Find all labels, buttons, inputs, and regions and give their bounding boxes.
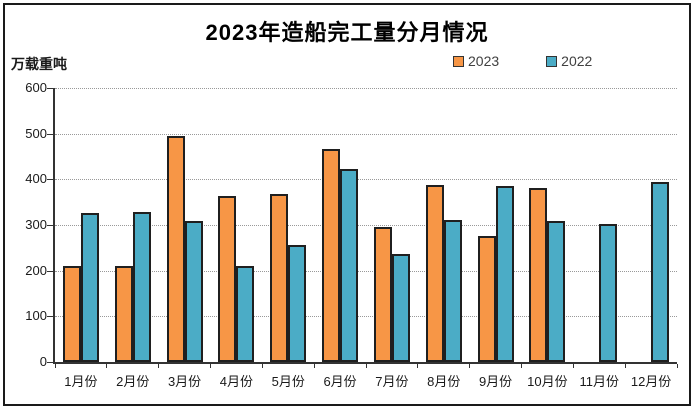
gridline-200 — [55, 270, 677, 272]
bar-2022-7月份 — [391, 254, 410, 362]
legend: 2023 2022 — [453, 53, 592, 69]
bar-2023-2月份 — [114, 265, 133, 362]
bar-2023-9月份 — [477, 235, 496, 362]
x-axis-label-3月份: 3月份 — [167, 374, 202, 389]
bar-2022-4月份 — [236, 266, 255, 362]
legend-label-2023: 2023 — [468, 53, 500, 69]
x-axis-label-6月份: 6月份 — [323, 374, 357, 389]
bar-2022-12月份 — [651, 181, 670, 362]
x-tick-mark-8 — [469, 364, 471, 368]
y-tick-mark-600 — [47, 88, 53, 89]
bar-2022-9月份 — [495, 185, 514, 362]
gridline-400 — [55, 179, 677, 181]
bar-2023-8月份 — [425, 184, 444, 362]
bar-2023-4月份 — [218, 195, 237, 362]
bar-2022-8月份 — [443, 220, 462, 362]
bar-2023-3月份 — [166, 136, 185, 362]
plot-area: 0 100 200 300 400 500 600 1月份 2月份 3月份 4月份 5月份 6月份 7月份… — [25, 81, 678, 389]
legend-item-2022: 2022 — [546, 53, 592, 69]
y-tick-label-300: 300 — [25, 217, 47, 232]
legend-item-2023: 2023 — [453, 53, 499, 69]
x-tick-mark-11 — [624, 364, 626, 368]
x-tick-mark-9 — [521, 364, 522, 368]
x-axis-label-4月份: 4月份 — [219, 374, 254, 389]
x-axis-label-5月份: 5月份 — [271, 374, 305, 389]
x-tick-mark-3 — [210, 364, 211, 368]
bar-2022-3月份 — [184, 221, 203, 362]
bar-2022-2月份 — [132, 212, 151, 362]
y-tick-mark-100 — [47, 316, 53, 318]
bar-2023-1月份 — [62, 265, 81, 362]
x-axis-label-8月份: 8月份 — [427, 374, 461, 389]
x-axis-label-1月份: 1月份 — [64, 374, 98, 389]
bar-2023-7月份 — [373, 227, 392, 362]
x-tick-mark-2 — [158, 364, 160, 368]
y-tick-mark-400 — [47, 179, 53, 181]
bar-2022-11月份 — [599, 223, 618, 362]
x-axis-label-7月份: 7月份 — [375, 374, 409, 389]
y-tick-label-0: 0 — [39, 354, 47, 369]
x-tick-mark-4 — [261, 364, 263, 368]
y-tick-mark-0 — [47, 362, 53, 363]
bar-2023-5月份 — [270, 193, 289, 362]
bar-2022-5月份 — [288, 244, 307, 362]
x-tick-mark-6 — [365, 364, 367, 368]
legend-swatch-2023 — [453, 55, 464, 67]
bar-2022-10月份 — [547, 221, 566, 362]
x-axis-label-11月份: 11月份 — [579, 374, 620, 389]
x-axis-label-9月份: 9月份 — [478, 374, 513, 389]
y-axis-unit-label: 万载重吨 — [11, 56, 67, 72]
x-axis-label-10月份: 10月份 — [527, 374, 568, 389]
y-tick-mark-300 — [47, 225, 53, 226]
y-tick-mark-500 — [47, 133, 53, 135]
y-tick-label-400: 400 — [25, 171, 47, 187]
gridline-600 — [55, 88, 677, 89]
legend-swatch-2022 — [546, 55, 558, 67]
y-tick-mark-200 — [47, 270, 53, 272]
x-axis-label-2月份: 2月份 — [116, 374, 150, 389]
y-tick-label-500: 500 — [25, 125, 47, 141]
legend-label-2022: 2022 — [561, 53, 593, 69]
y-tick-label-200: 200 — [25, 262, 47, 278]
gridline-300 — [55, 225, 677, 226]
y-tick-label-100: 100 — [25, 308, 47, 324]
chart-title: 2023年造船完工量分月情况 — [205, 20, 489, 45]
x-tick-mark-10 — [572, 364, 574, 368]
bar-2023-6月份 — [322, 149, 341, 362]
x-tick-mark-7 — [417, 364, 419, 368]
x-tick-mark-5 — [313, 364, 315, 368]
bar-2022-6月份 — [340, 169, 359, 362]
x-axis-label-12月份: 12月份 — [630, 374, 672, 389]
gridline-500 — [55, 133, 677, 135]
bar-2022-1月份 — [80, 213, 99, 362]
y-tick-label-600: 600 — [25, 80, 47, 95]
bar-2023-10月份 — [529, 188, 548, 362]
chart-frame: 2023年造船完工量分月情况 万载重吨 2023 2022 0 100 200 300… — [3, 3, 691, 406]
gridline-100 — [55, 316, 677, 318]
x-tick-mark-1 — [106, 364, 108, 368]
x-tick-mark-12 — [676, 364, 678, 368]
x-tick-mark-0 — [54, 364, 56, 368]
